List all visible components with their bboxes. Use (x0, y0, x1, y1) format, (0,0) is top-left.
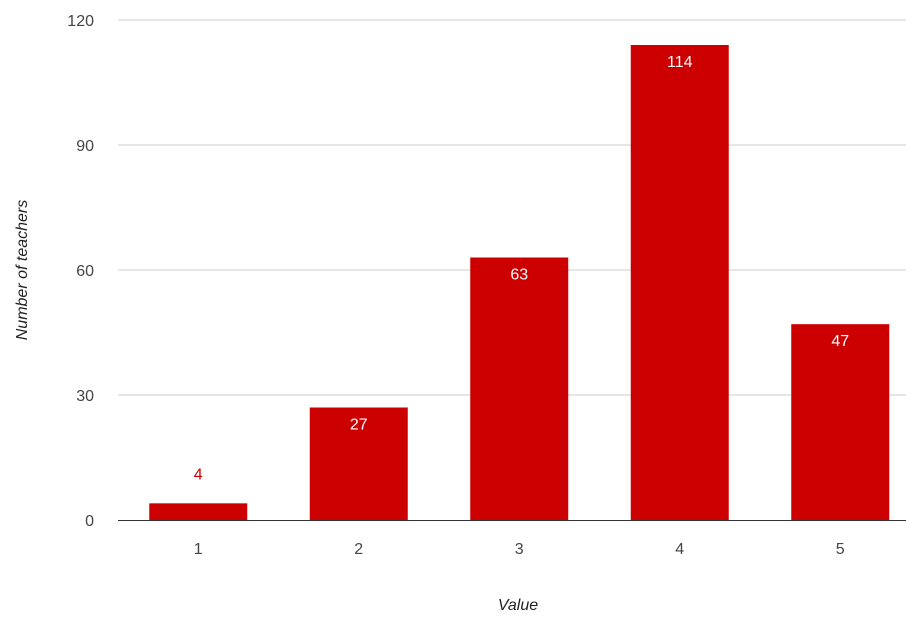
x-tick-label: 4 (675, 541, 684, 558)
x-tick-label: 2 (354, 541, 363, 558)
y-tick-label: 90 (76, 138, 94, 155)
data-label-4: 114 (667, 54, 693, 71)
y-tick-label: 30 (76, 388, 94, 405)
x-tick-label: 5 (836, 541, 845, 558)
bar-4 (630, 45, 729, 520)
data-label-3: 63 (510, 267, 528, 284)
data-labels: 4 27 63 114 47 (194, 54, 849, 483)
x-axis-title: Value (498, 597, 538, 614)
data-label-2: 27 (350, 417, 368, 434)
x-tick-label: 1 (194, 541, 203, 558)
bars (149, 45, 890, 520)
y-axis-ticks: 0 30 60 90 120 (67, 13, 94, 530)
bar-2 (309, 407, 408, 520)
y-tick-label: 120 (67, 13, 94, 30)
data-label-1: 4 (194, 466, 203, 483)
data-label-5: 47 (831, 333, 849, 350)
y-tick-label: 0 (85, 513, 94, 530)
y-axis-title: Number of teachers (14, 200, 31, 341)
y-tick-label: 60 (76, 263, 94, 280)
bar-5 (791, 324, 890, 520)
x-axis-ticks: 1 2 3 4 5 (194, 541, 845, 558)
bar-3 (470, 257, 569, 520)
bar-1 (149, 503, 248, 520)
x-tick-label: 3 (515, 541, 524, 558)
